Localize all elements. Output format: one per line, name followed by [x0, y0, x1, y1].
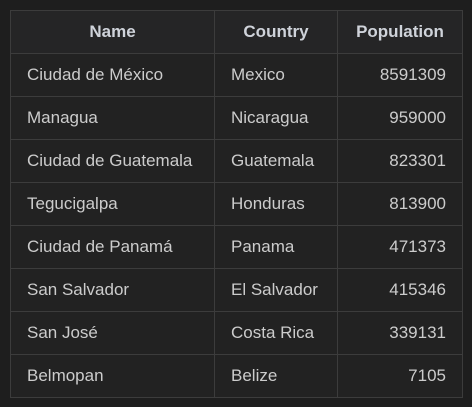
table-row: Managua Nicaragua 959000 — [11, 97, 463, 140]
cell-name: San José — [11, 312, 215, 355]
cell-country: Mexico — [215, 54, 338, 97]
column-header-name[interactable]: Name — [11, 11, 215, 54]
table-row: San José Costa Rica 339131 — [11, 312, 463, 355]
table-body: Ciudad de México Mexico 8591309 Managua … — [11, 54, 463, 398]
table-row: San Salvador El Salvador 415346 — [11, 269, 463, 312]
table-row: Ciudad de Panamá Panama 471373 — [11, 226, 463, 269]
cell-country: Honduras — [215, 183, 338, 226]
table-row: Ciudad de México Mexico 8591309 — [11, 54, 463, 97]
cell-population: 7105 — [338, 355, 463, 398]
table-row: Belmopan Belize 7105 — [11, 355, 463, 398]
cell-population: 959000 — [338, 97, 463, 140]
column-header-country[interactable]: Country — [215, 11, 338, 54]
cell-population: 823301 — [338, 140, 463, 183]
cell-population: 339131 — [338, 312, 463, 355]
cell-name: Ciudad de Panamá — [11, 226, 215, 269]
cell-country: El Salvador — [215, 269, 338, 312]
table-row: Tegucigalpa Honduras 813900 — [11, 183, 463, 226]
cell-population: 8591309 — [338, 54, 463, 97]
cell-country: Costa Rica — [215, 312, 338, 355]
cell-name: Ciudad de Guatemala — [11, 140, 215, 183]
cell-country: Guatemala — [215, 140, 338, 183]
header-row: Name Country Population — [11, 11, 463, 54]
cell-population: 813900 — [338, 183, 463, 226]
cell-population: 415346 — [338, 269, 463, 312]
table-header: Name Country Population — [11, 11, 463, 54]
cell-name: Tegucigalpa — [11, 183, 215, 226]
cell-name: Belmopan — [11, 355, 215, 398]
cities-table: Name Country Population Ciudad de México… — [10, 10, 463, 398]
column-header-population[interactable]: Population — [338, 11, 463, 54]
cell-country: Belize — [215, 355, 338, 398]
cell-country: Nicaragua — [215, 97, 338, 140]
table-container: Name Country Population Ciudad de México… — [10, 10, 462, 397]
cell-name: San Salvador — [11, 269, 215, 312]
cell-name: Managua — [11, 97, 215, 140]
table-row: Ciudad de Guatemala Guatemala 823301 — [11, 140, 463, 183]
cell-population: 471373 — [338, 226, 463, 269]
cell-name: Ciudad de México — [11, 54, 215, 97]
cell-country: Panama — [215, 226, 338, 269]
